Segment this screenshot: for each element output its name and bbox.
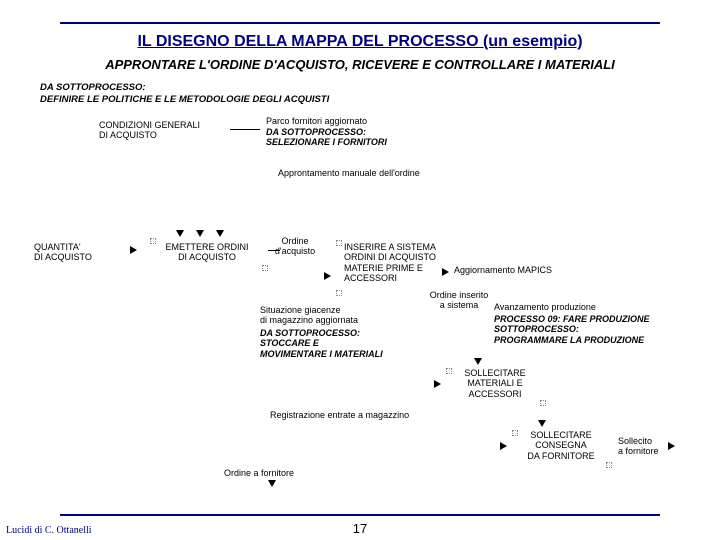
slide: IL DISEGNO DELLA MAPPA DEL PROCESSO (un … <box>0 0 720 540</box>
label-soll-consegna: SOLLECITARE CONSEGNA DA FORNITORE <box>516 430 606 461</box>
label-ordine-acq: Ordine d'acquisto <box>270 236 320 257</box>
flow-diagram: CONDIZIONI GENERALI DI ACQUISTO Parco fo… <box>34 110 694 490</box>
arrow-icon <box>668 442 675 450</box>
line-parco <box>230 129 260 130</box>
line-ordine <box>268 250 280 251</box>
dot-box <box>540 400 546 406</box>
label-situazione: Situazione giacenze di magazzino aggiorn… <box>260 305 358 326</box>
arrow-icon <box>196 230 204 237</box>
top-rule <box>60 22 660 24</box>
arrow-icon <box>268 480 276 487</box>
arrow-icon <box>538 420 546 427</box>
label-cond-gen: CONDIZIONI GENERALI DI ACQUISTO <box>99 120 200 141</box>
label-appr-manuale: Approntamento manuale dell'ordine <box>278 168 420 178</box>
bottom-rule <box>60 514 660 516</box>
page-number: 17 <box>0 521 720 536</box>
dot-box <box>336 290 342 296</box>
label-da-stoccare: DA SOTTOPROCESSO: STOCCARE E MOVIMENTARE… <box>260 328 383 359</box>
arrow-icon <box>130 246 137 254</box>
label-emettere: EMETTERE ORDINI DI ACQUISTO <box>152 242 262 263</box>
arrow-icon <box>500 442 507 450</box>
arrow-icon <box>216 230 224 237</box>
dot-box <box>262 265 268 271</box>
page-title: IL DISEGNO DELLA MAPPA DEL PROCESSO (un … <box>0 33 720 51</box>
label-ordine-fornitore: Ordine a fornitore <box>224 468 294 478</box>
label-inserire: INSERIRE A SISTEMA ORDINI DI ACQUISTO MA… <box>344 242 436 283</box>
arrow-icon <box>176 230 184 237</box>
arrow-icon <box>474 358 482 365</box>
header-note: DA SOTTOPROCESSO: DEFINIRE LE POLITICHE … <box>40 82 460 106</box>
label-sollecito-forn: Sollecito a fornitore <box>618 436 659 457</box>
label-da-selezionare: DA SOTTOPROCESSO: SELEZIONARE I FORNITOR… <box>266 127 387 148</box>
label-parco: Parco fornitori aggiornato <box>266 116 367 126</box>
arrow-icon <box>442 268 449 276</box>
label-agg-mapics: Aggiornamento MAPICS <box>454 265 552 275</box>
label-ordine-sistema: Ordine inserito a sistema <box>414 290 504 311</box>
dot-box <box>606 462 612 468</box>
arrow-icon <box>324 272 331 280</box>
dot-box <box>336 240 342 246</box>
label-reg-entrate: Registrazione entrate a magazzino <box>270 410 409 420</box>
subtitle: APPRONTARE L'ORDINE D'ACQUISTO, RICEVERE… <box>0 57 720 72</box>
label-avanzamento: Avanzamento produzione <box>494 302 596 312</box>
label-soll-materiali: SOLLECITARE MATERIALI E ACCESSORI <box>450 368 540 399</box>
label-quantita: QUANTITA' DI ACQUISTO <box>34 242 92 263</box>
arrow-icon <box>434 380 441 388</box>
label-processo9: PROCESSO 09: FARE PRODUZIONE SOTTOPROCES… <box>494 314 650 345</box>
